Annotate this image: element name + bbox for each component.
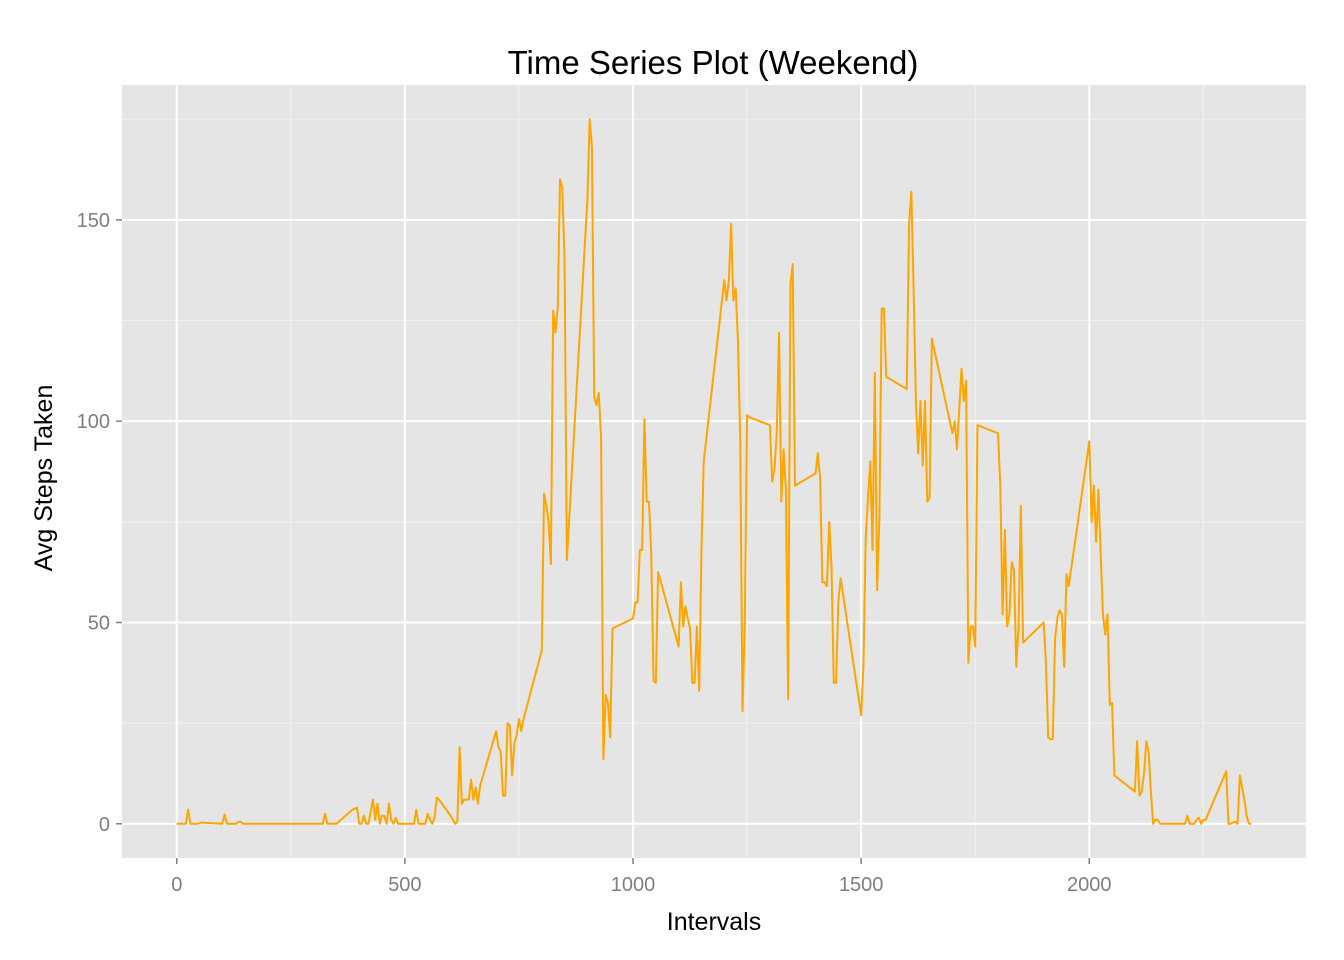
y-tick-label: 150 bbox=[77, 210, 110, 232]
minor-gridlines bbox=[122, 85, 1306, 858]
y-axis-tick-labels: 0 50 100 150 bbox=[77, 210, 110, 836]
plot-panel bbox=[122, 85, 1306, 858]
chart-title: Time Series Plot (Weekend) bbox=[508, 44, 919, 81]
series-layer bbox=[176, 118, 1252, 825]
y-axis-ticks bbox=[116, 219, 122, 825]
x-tick-label: 1000 bbox=[611, 874, 656, 896]
y-axis-title: Avg Steps Taken bbox=[30, 385, 58, 572]
x-tick-label: 2000 bbox=[1067, 874, 1112, 896]
x-axis-ticks bbox=[176, 858, 1091, 864]
series-line-0 bbox=[176, 118, 1252, 825]
x-tick-label: 1500 bbox=[839, 874, 884, 896]
x-tick-label: 0 bbox=[171, 874, 182, 896]
y-tick-label: 0 bbox=[99, 814, 110, 836]
x-tick-label: 500 bbox=[388, 874, 421, 896]
x-axis-tick-labels: 0 500 1000 1500 2000 bbox=[171, 874, 1111, 896]
x-axis-title: Intervals bbox=[667, 908, 761, 936]
y-tick-label: 50 bbox=[88, 612, 110, 634]
y-tick-label: 100 bbox=[77, 411, 110, 433]
